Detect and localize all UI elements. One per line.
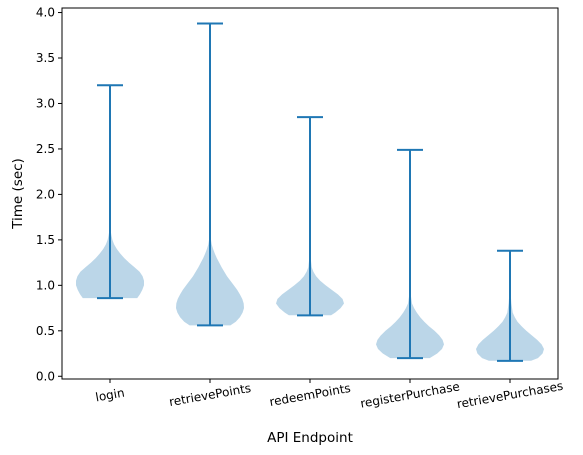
x-axis-label: API Endpoint: [267, 430, 353, 446]
y-tick-label: 0.5: [36, 324, 55, 338]
y-axis: 0.0 0.5 1.0 1.5 2.0 2.5 3.0 3.5 4.0: [36, 6, 62, 383]
y-tick-label: 0.0: [36, 369, 55, 383]
y-tick-label: 1.5: [36, 233, 55, 247]
y-tick-label: 1.0: [36, 278, 55, 292]
whisker-group: [97, 22, 523, 362]
y-axis-label: Time (sec): [10, 158, 26, 230]
x-tick-label: login: [94, 386, 125, 405]
y-tick-label: 3.5: [36, 51, 55, 65]
x-tick-label: retrievePurchases: [456, 379, 564, 411]
y-tick-label: 4.0: [36, 6, 55, 20]
x-tick-label: retrievePoints: [168, 381, 252, 409]
x-tick-label: redeemPoints: [268, 381, 351, 409]
y-tick-label: 3.0: [36, 96, 55, 110]
x-axis: login retrievePoints redeemPoints registerP…: [94, 379, 564, 411]
y-tick-label: 2.5: [36, 142, 55, 156]
x-tick-label: registerPurchase: [359, 379, 461, 410]
y-tick-label: 2.0: [36, 187, 55, 201]
